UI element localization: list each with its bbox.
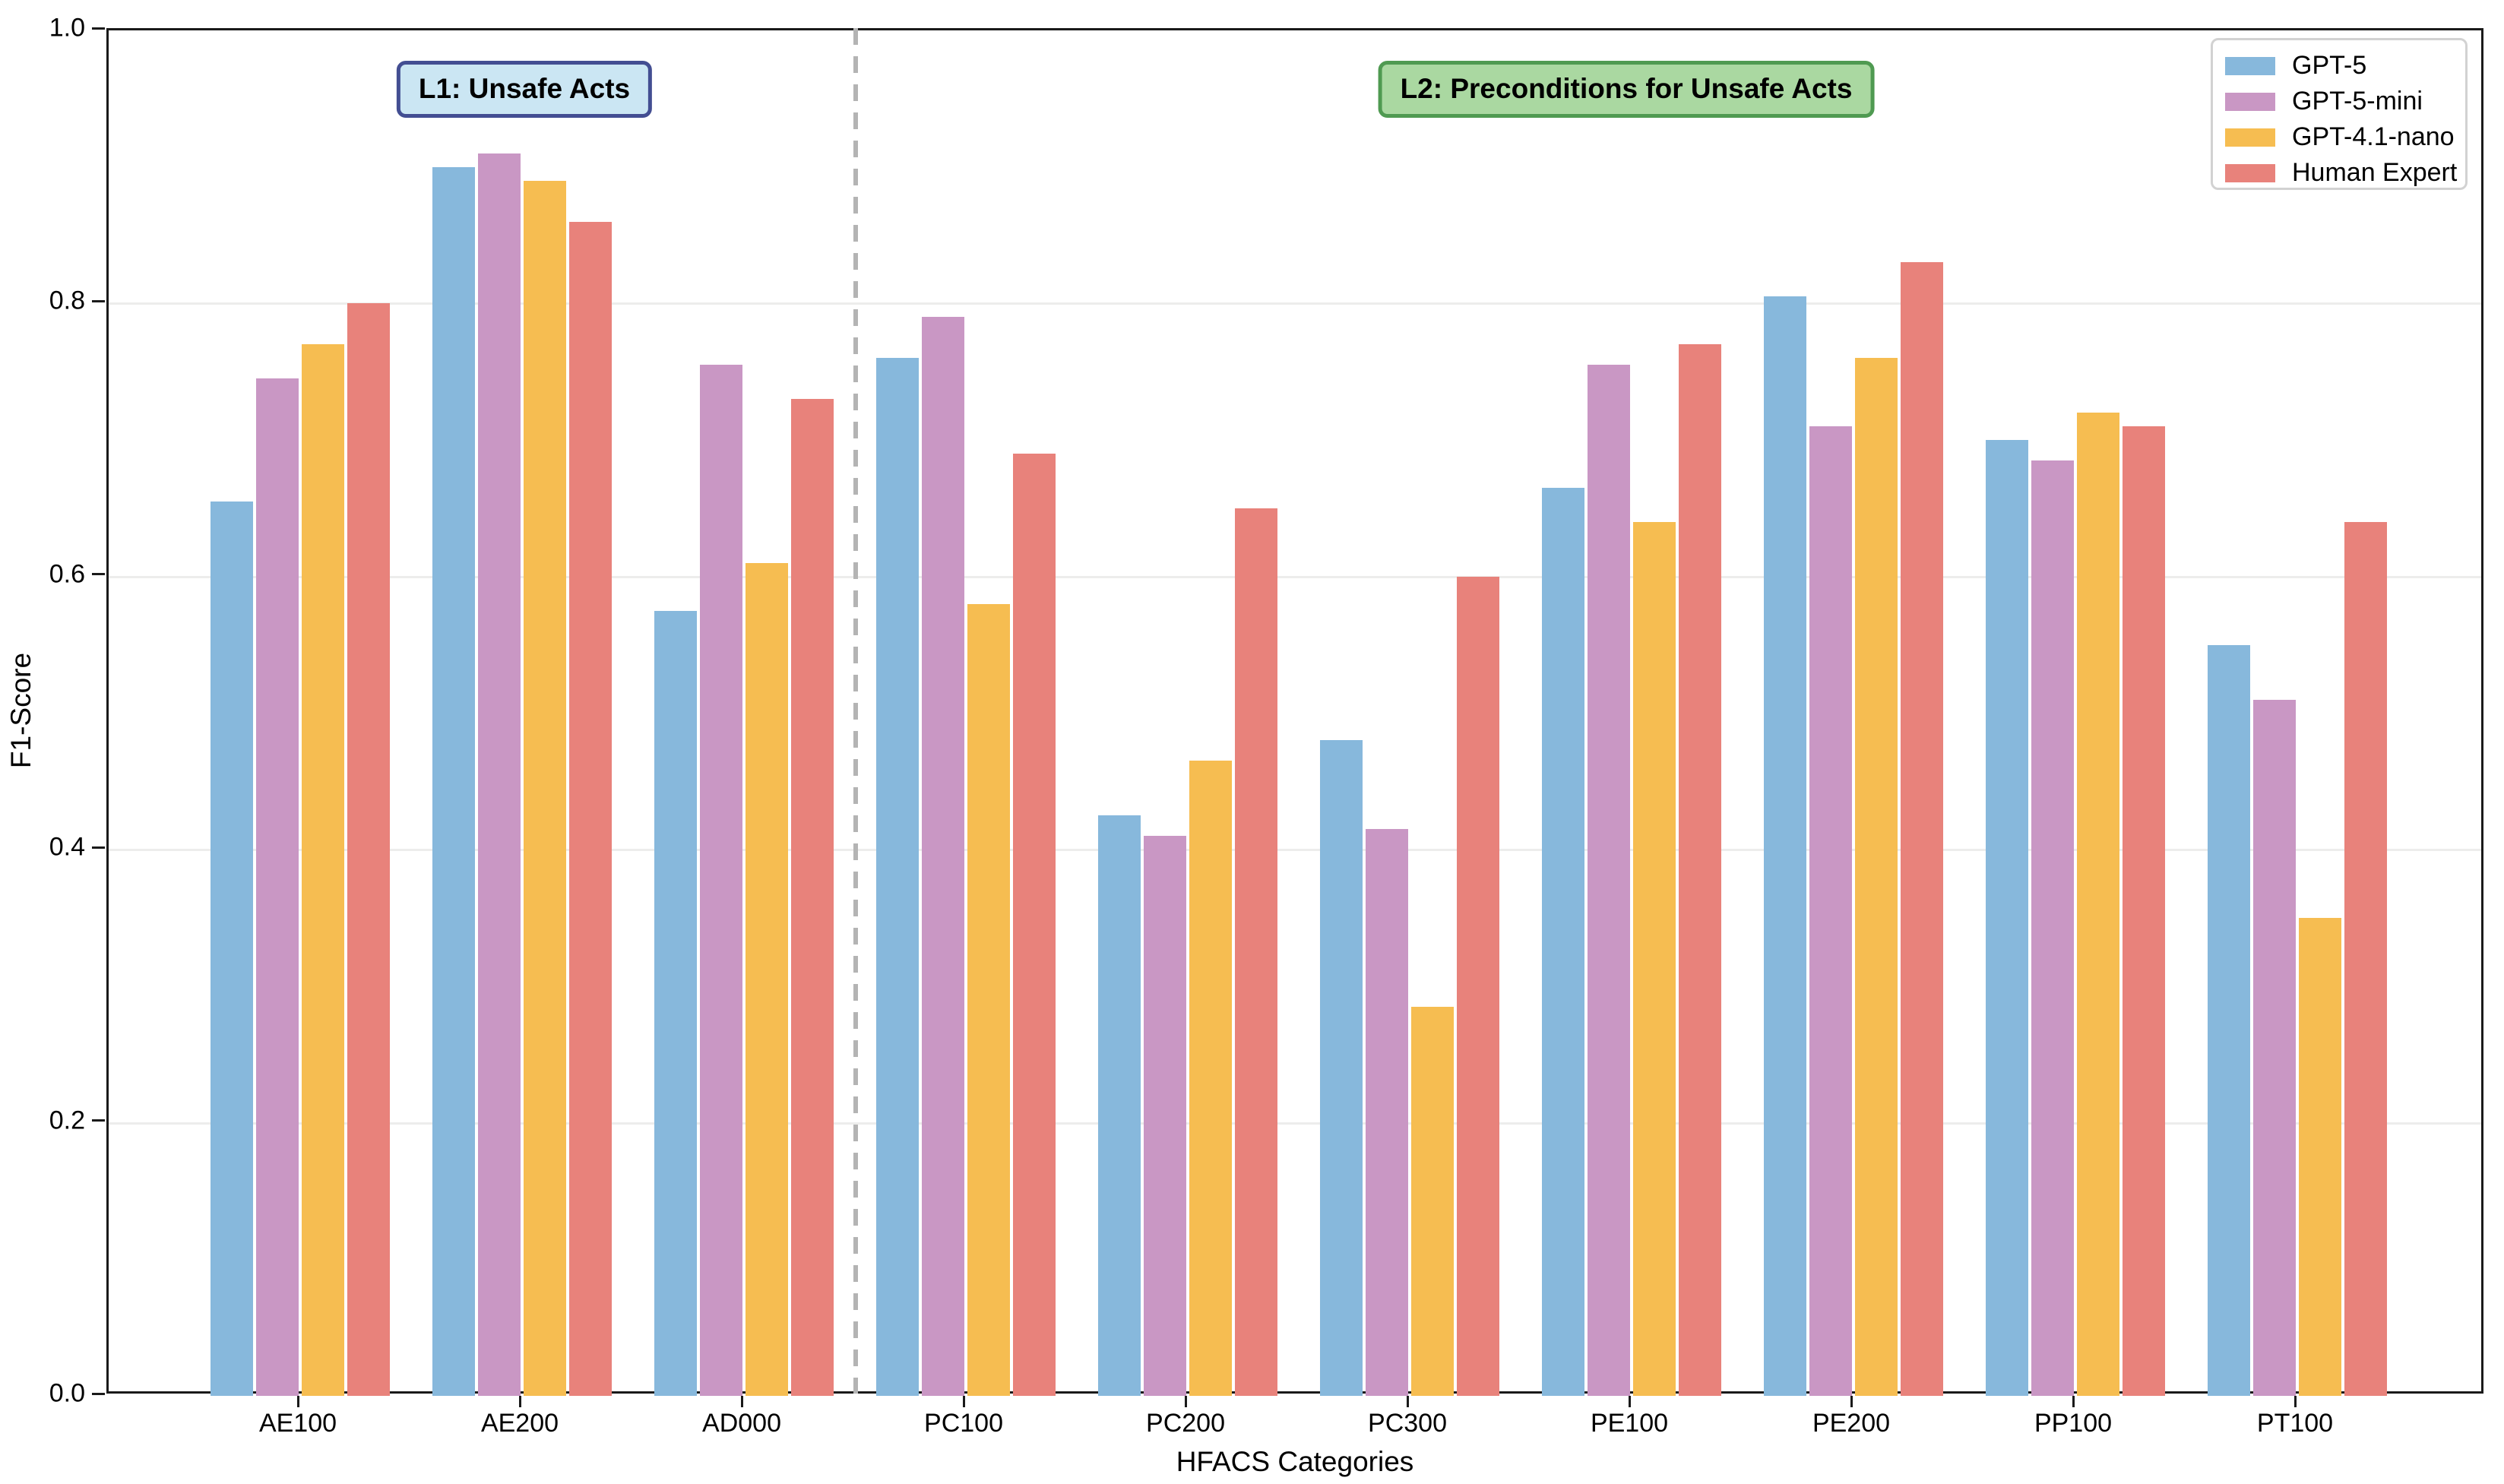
gridline-0.2 (109, 1122, 2481, 1125)
bar-GPT-5-AD000 (654, 610, 697, 1396)
bar-GPT-4.1-nano-PT100 (2299, 918, 2341, 1396)
bar-GPT-5-mini-PP100 (2031, 460, 2074, 1396)
bar-GPT-4.1-nano-PE200 (1855, 358, 1898, 1396)
bar-GPT-5-mini-AE100 (256, 378, 299, 1396)
bar-GPT-5-mini-AD000 (700, 365, 742, 1396)
legend-label: GPT-5-mini (2292, 87, 2423, 115)
x-tick-label-PC300: PC300 (1368, 1409, 1447, 1438)
legend-swatch-GPT-5 (2225, 56, 2275, 75)
y-tick-label-0.8: 0.8 (49, 286, 85, 315)
legend-item-Human Expert: Human Expert (2225, 155, 2465, 191)
legend-item-GPT-4.1-nano: GPT-4.1-nano (2225, 119, 2465, 155)
legend-swatch-GPT-5-mini (2225, 92, 2275, 111)
annotation-l1-unsafe-acts: L1: Unsafe Acts (396, 61, 653, 118)
level-separator-dashed-line (853, 28, 858, 1394)
x-tick-mark (1850, 1396, 1853, 1407)
x-tick-mark (1184, 1396, 1187, 1407)
bar-Human Expert-PE100 (1679, 344, 1721, 1396)
x-tick-mark (1628, 1396, 1631, 1407)
bar-Human Expert-PC100 (1013, 454, 1056, 1396)
bar-GPT-5-PC300 (1320, 740, 1363, 1396)
legend-item-GPT-5: GPT-5 (2225, 48, 2465, 84)
x-tick-mark (1406, 1396, 1409, 1407)
gridline-0.8 (109, 302, 2481, 305)
bar-GPT-5-AE100 (211, 501, 253, 1396)
gridline-0.6 (109, 575, 2481, 578)
bar-Human Expert-AD000 (791, 399, 834, 1396)
bar-Human Expert-AE200 (569, 221, 612, 1396)
y-axis-label: F1-Score (5, 652, 36, 769)
bar-GPT-5-PE100 (1542, 487, 1584, 1396)
bar-GPT-5-PP100 (1986, 440, 2028, 1396)
bar-Human Expert-PP100 (2123, 426, 2165, 1396)
legend-label: GPT-5 (2292, 51, 2367, 80)
bar-GPT-4.1-nano-AE200 (524, 180, 566, 1396)
bar-GPT-4.1-nano-AD000 (746, 562, 788, 1396)
bar-GPT-5-PT100 (2208, 644, 2250, 1396)
bar-GPT-5-PC100 (876, 358, 919, 1396)
x-axis-label: HFACS Categories (1176, 1446, 1414, 1477)
bar-GPT-4.1-nano-PP100 (2077, 413, 2119, 1396)
bar-GPT-4.1-nano-PC200 (1189, 761, 1232, 1396)
bar-GPT-4.1-nano-PC100 (967, 603, 1010, 1396)
bar-GPT-4.1-nano-AE100 (302, 344, 344, 1396)
bar-GPT-5-mini-PT100 (2253, 699, 2296, 1396)
bar-Human Expert-PT100 (2344, 521, 2387, 1396)
annotation-l2-preconditions: L2: Preconditions for Unsafe Acts (1378, 61, 1875, 118)
x-tick-label-PP100: PP100 (2034, 1409, 2113, 1438)
x-tick-mark (962, 1396, 965, 1407)
legend-swatch-GPT-4.1-nano (2225, 128, 2275, 147)
bar-GPT-5-mini-PC100 (922, 317, 964, 1396)
x-tick-mark (2293, 1396, 2297, 1407)
x-tick-label-PT100: PT100 (2256, 1409, 2334, 1438)
bar-GPT-5-mini-AE200 (478, 153, 521, 1396)
x-tick-mark (740, 1396, 743, 1407)
y-tick-label-0.4: 0.4 (49, 832, 85, 862)
y-tick-label-0.6: 0.6 (49, 559, 85, 589)
x-tick-label-PE200: PE200 (1812, 1409, 1891, 1438)
bar-Human Expert-AE100 (347, 303, 390, 1396)
x-tick-label-AE100: AE100 (258, 1409, 337, 1438)
x-tick-label-PE100: PE100 (1590, 1409, 1669, 1438)
x-tick-label-AD000: AD000 (702, 1409, 781, 1438)
bar-Human Expert-PE200 (1901, 262, 1943, 1396)
y-tick-mark (92, 1392, 105, 1395)
y-tick-mark (92, 846, 105, 849)
bar-GPT-5-mini-PE100 (1588, 365, 1630, 1396)
y-tick-label-0.0: 0.0 (49, 1378, 85, 1408)
x-tick-mark (2072, 1396, 2075, 1407)
plot-area (106, 28, 2483, 1396)
bar-GPT-5-AE200 (432, 166, 475, 1396)
bar-GPT-5-mini-PE200 (1809, 426, 1852, 1396)
legend-item-GPT-5-mini: GPT-5-mini (2225, 84, 2465, 119)
y-tick-label-1.0: 1.0 (49, 13, 85, 43)
legend-swatch-Human Expert (2225, 163, 2275, 182)
legend-label: Human Expert (2292, 158, 2458, 187)
bar-GPT-5-PE200 (1764, 296, 1806, 1396)
legend-label: GPT-4.1-nano (2292, 122, 2455, 151)
bar-GPT-4.1-nano-PC300 (1411, 1006, 1454, 1396)
y-tick-label-0.2: 0.2 (49, 1106, 85, 1135)
y-tick-mark (92, 27, 105, 30)
x-tick-label-PC100: PC100 (924, 1409, 1003, 1438)
y-tick-mark (92, 573, 105, 576)
x-tick-label-AE200: AE200 (480, 1409, 559, 1438)
bar-Human Expert-PC300 (1457, 576, 1499, 1396)
bar-GPT-5-PC200 (1098, 815, 1141, 1396)
legend: GPT-5 GPT-5-mini GPT-4.1-nano Human Expert (2211, 38, 2468, 190)
x-tick-label-PC200: PC200 (1146, 1409, 1225, 1438)
x-tick-mark (296, 1396, 299, 1407)
y-tick-mark (92, 299, 105, 302)
bar-GPT-4.1-nano-PE100 (1633, 521, 1676, 1396)
x-tick-mark (518, 1396, 521, 1407)
bar-GPT-5-mini-PC300 (1366, 829, 1408, 1396)
gridline-0.4 (109, 849, 2481, 852)
bar-GPT-5-mini-PC200 (1144, 836, 1186, 1396)
bar-Human Expert-PC200 (1235, 508, 1277, 1396)
y-tick-mark (92, 1119, 105, 1122)
